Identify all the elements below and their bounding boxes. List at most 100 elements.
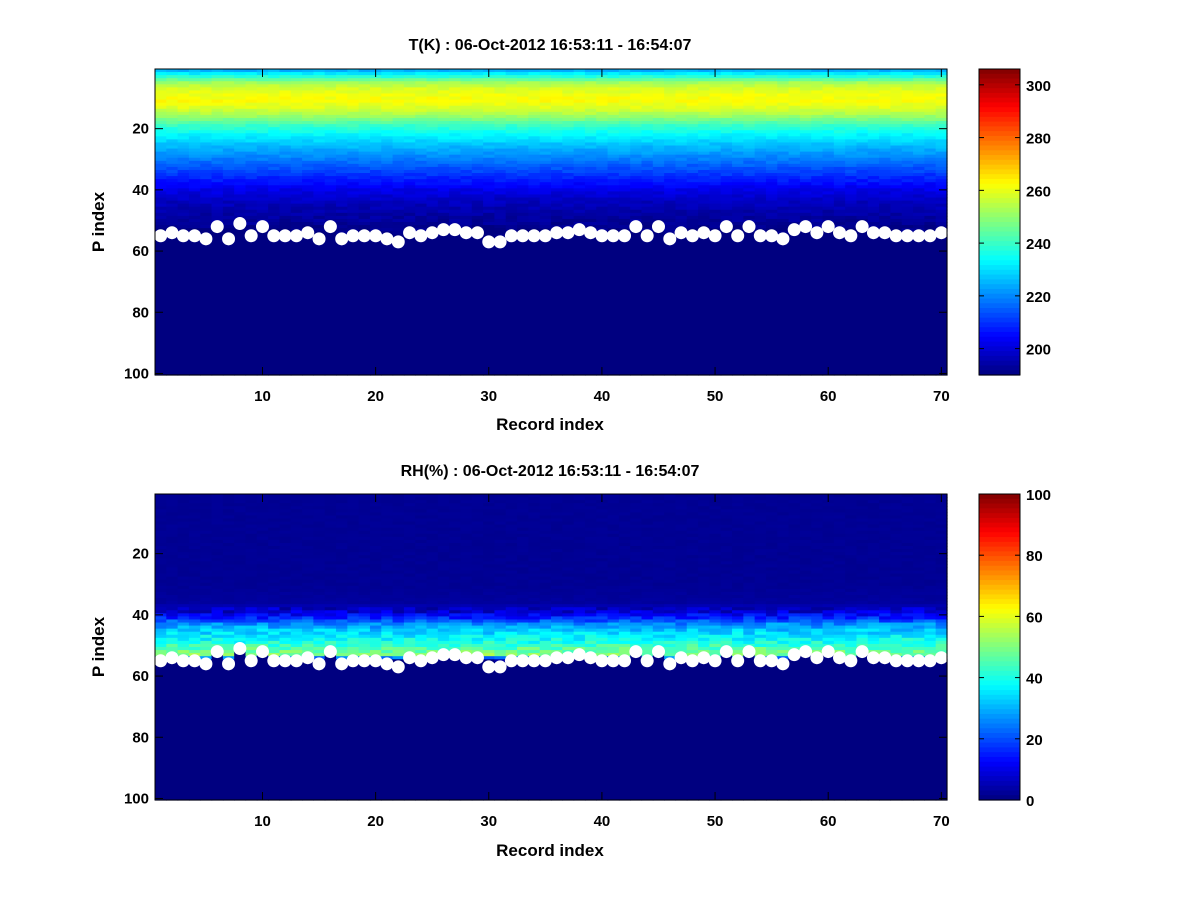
heatmap-cell: [336, 188, 348, 192]
heatmap-cell: [415, 222, 428, 226]
heatmap-cell: [528, 72, 541, 76]
surface-marker: [414, 229, 428, 243]
heatmap-cell: [177, 160, 190, 165]
heatmap-cell: [381, 215, 394, 220]
heatmap-cell: [517, 105, 529, 110]
heatmap-cell: [336, 102, 348, 107]
heatmap-cell: [426, 218, 439, 223]
heatmap-cell: [177, 169, 190, 174]
heatmap-cell: [596, 169, 609, 174]
heatmap-cell: [867, 75, 880, 79]
heatmap-cell: [188, 494, 201, 498]
heatmap-cell: [358, 225, 371, 229]
heatmap-cell: [483, 127, 496, 131]
heatmap-cell: [313, 634, 326, 639]
heatmap-cell: [709, 160, 722, 165]
heatmap-cell: [177, 579, 190, 584]
heatmap-cell: [313, 613, 326, 617]
heatmap-cell: [211, 96, 224, 101]
heatmap-cell: [358, 212, 371, 217]
heatmap-cell: [369, 157, 382, 162]
heatmap-cell: [698, 117, 710, 122]
heatmap-cell: [901, 185, 914, 189]
heatmap-cell: [811, 203, 824, 208]
heatmap-cell: [596, 81, 609, 85]
heatmap-cell: [732, 203, 744, 208]
heatmap-cell: [200, 619, 213, 624]
heatmap-cell: [528, 114, 541, 119]
heatmap-cell: [336, 209, 348, 214]
heatmap-cell: [777, 200, 790, 208]
heatmap-cell: [743, 114, 756, 119]
heatmap-cell: [562, 102, 575, 107]
heatmap-cell: [856, 111, 869, 116]
heatmap-cell: [720, 185, 733, 189]
heatmap-cell: [890, 93, 903, 98]
heatmap-cell: [347, 564, 360, 569]
heatmap-cell: [811, 222, 824, 226]
heatmap-cell: [313, 231, 326, 376]
heatmap-cell: [347, 81, 360, 85]
heatmap-cell: [652, 105, 665, 110]
heatmap-cell: [369, 231, 382, 376]
heatmap-cell: [369, 203, 382, 208]
heatmap-cell: [607, 145, 620, 150]
heatmap-cell: [551, 188, 563, 192]
heatmap-column: [155, 69, 167, 376]
heatmap-cell: [426, 133, 439, 137]
heatmap-cell: [268, 650, 281, 654]
heatmap-cell: [245, 185, 258, 189]
heatmap-cell: [867, 176, 880, 180]
heatmap-cell: [607, 218, 620, 223]
heatmap-cell: [664, 188, 677, 192]
heatmap-cell: [290, 185, 303, 189]
heatmap-cell: [166, 558, 179, 562]
heatmap-cell: [290, 121, 303, 125]
heatmap-cell: [155, 619, 167, 624]
heatmap-cell: [652, 121, 665, 125]
heatmap-cell: [833, 191, 846, 196]
heatmap-cell: [155, 536, 167, 541]
heatmap-cell: [698, 169, 710, 174]
heatmap-cell: [290, 552, 303, 556]
heatmap-cell: [336, 591, 348, 596]
surface-marker: [572, 223, 586, 237]
heatmap-cell: [528, 194, 541, 199]
heatmap-cell: [709, 84, 722, 88]
heatmap-cell: [584, 72, 597, 76]
heatmap-cell: [177, 111, 190, 116]
heatmap-cell: [709, 148, 722, 153]
heatmap-cell: [901, 93, 914, 101]
heatmap-cell: [799, 78, 812, 82]
heatmap-cell: [551, 87, 563, 92]
heatmap-cell: [234, 582, 247, 587]
heatmap-cell: [177, 533, 190, 538]
heatmap-cell: [256, 634, 269, 639]
colorbar-step: [979, 140, 1020, 147]
heatmap-cell: [347, 160, 360, 165]
colorbar-step: [979, 327, 1020, 333]
heatmap-cell: [913, 90, 925, 95]
heatmap-cell: [505, 130, 518, 134]
heatmap-cell: [788, 203, 801, 208]
heatmap-cell: [245, 72, 258, 76]
heatmap-cell: [675, 108, 688, 113]
heatmap-cell: [166, 182, 179, 186]
heatmap-cell: [290, 570, 303, 575]
heatmap-cell: [313, 130, 326, 137]
heatmap-cell: [539, 72, 552, 76]
heatmap-cell: [188, 93, 201, 98]
heatmap-cell: [686, 114, 699, 119]
heatmap-cell: [505, 133, 518, 137]
heatmap-cell: [856, 203, 869, 208]
heatmap-cell: [211, 625, 224, 630]
heatmap-cell: [200, 173, 213, 177]
heatmap-column: [358, 69, 371, 376]
heatmap-cell: [155, 84, 167, 88]
heatmap-cell: [415, 75, 428, 79]
colorbar-step: [979, 322, 1020, 328]
heatmap-cell: [890, 218, 903, 223]
heatmap-column: [551, 69, 563, 376]
heatmap-cell: [324, 561, 337, 565]
heatmap-cell: [562, 127, 575, 131]
